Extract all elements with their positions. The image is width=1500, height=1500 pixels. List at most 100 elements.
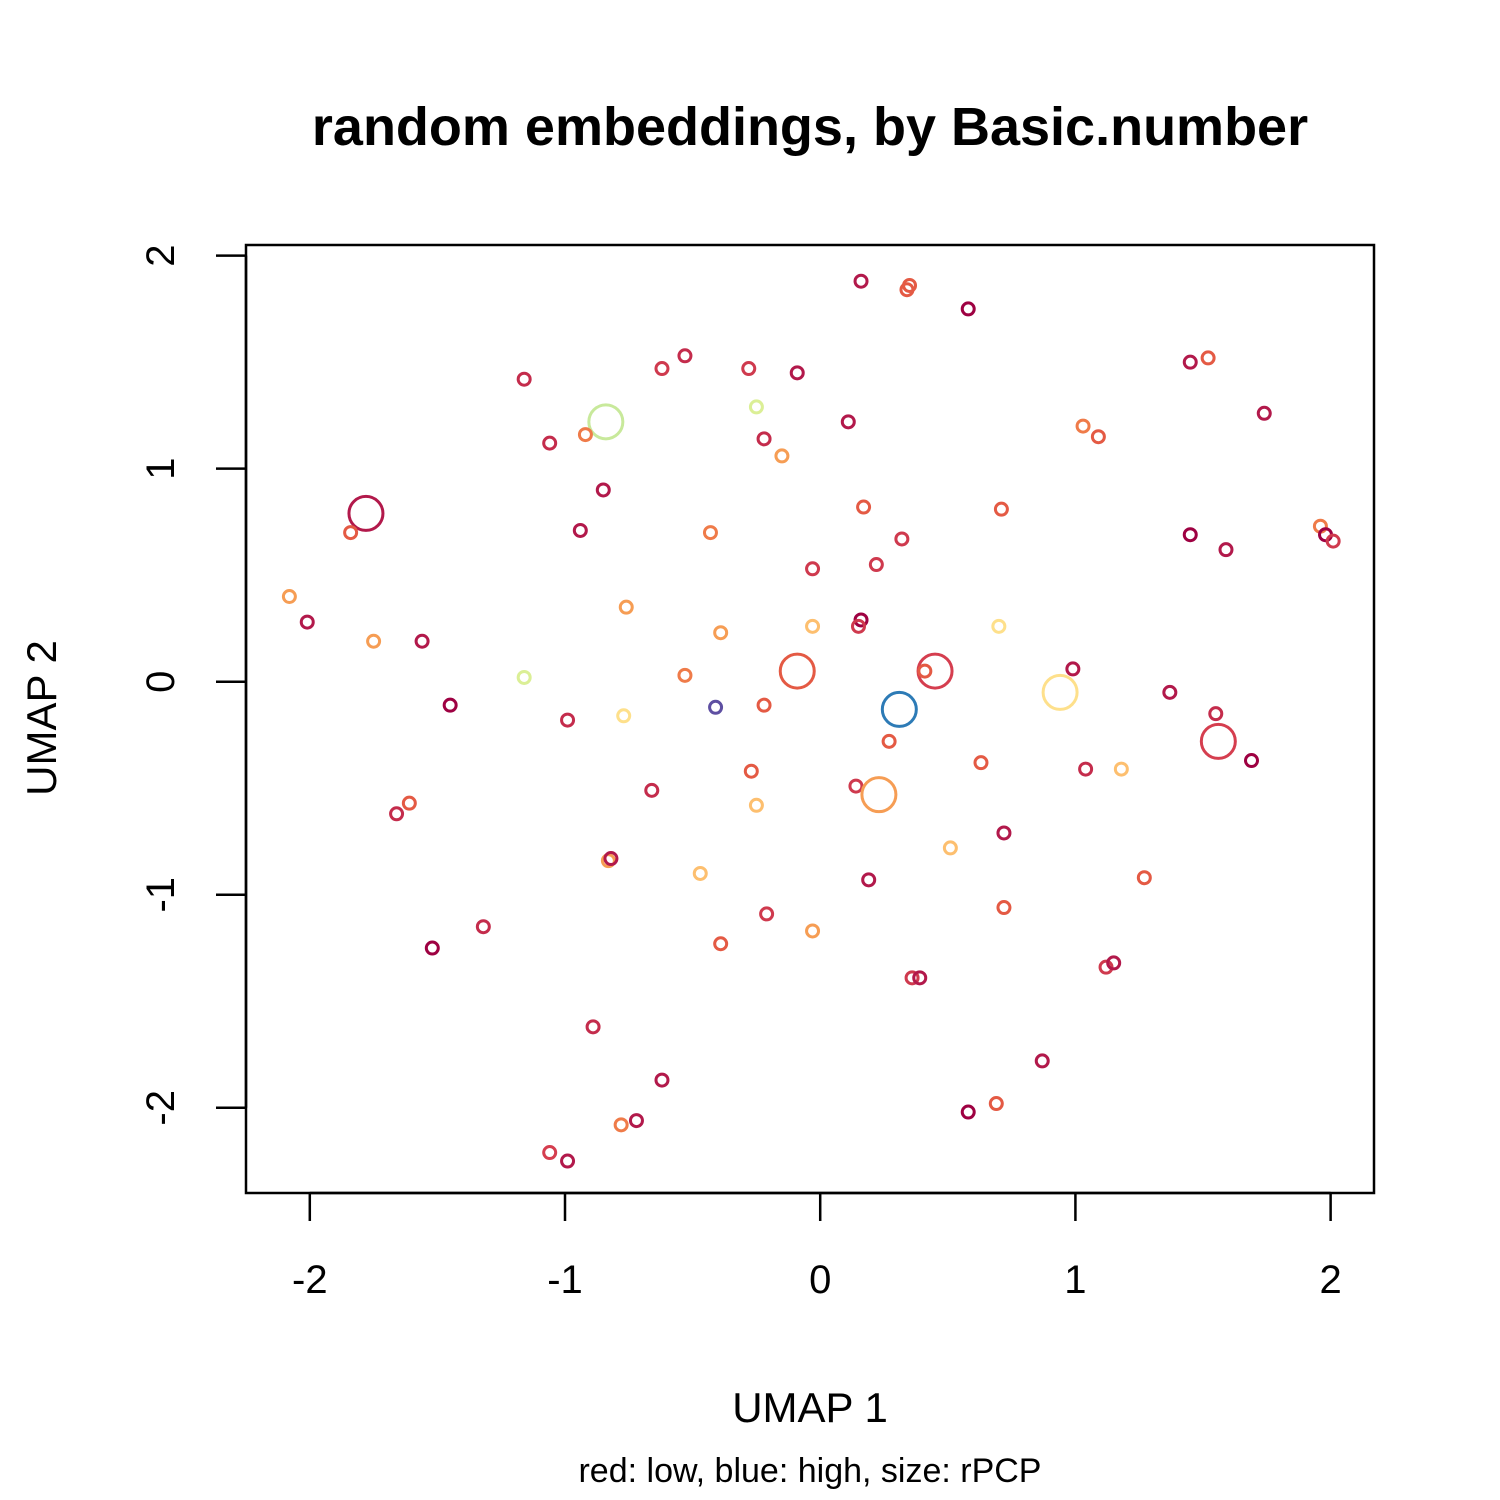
data-point [424, 940, 440, 956]
data-point [960, 301, 976, 317]
y-axis-label: UMAP 2 [18, 640, 65, 796]
data-point [577, 427, 593, 443]
data-point [868, 557, 884, 573]
data-point [613, 1117, 629, 1133]
data-point [1162, 684, 1178, 700]
data-point [1325, 533, 1341, 549]
data-point [850, 618, 866, 634]
data-point [778, 652, 816, 690]
data-point [654, 361, 670, 377]
data-point [1200, 350, 1216, 366]
chart-title: random embeddings, by Basic.number [312, 97, 1308, 157]
data-point [1075, 418, 1091, 434]
data-point [996, 825, 1012, 841]
data-point [996, 900, 1012, 916]
data-point [880, 690, 918, 728]
data-point [743, 763, 759, 779]
data-point [1090, 429, 1106, 445]
data-point [542, 435, 558, 451]
data-point [587, 403, 625, 441]
data-point [475, 919, 491, 935]
data-point [881, 733, 897, 749]
data-point [991, 618, 1007, 634]
x-tick-label: 1 [1064, 1258, 1086, 1302]
data-point [973, 755, 989, 771]
data-point [401, 795, 417, 811]
data-point [1256, 405, 1272, 421]
data-point [585, 1019, 601, 1035]
data-point [748, 399, 764, 415]
data-point [912, 970, 928, 986]
data-point [628, 1113, 644, 1129]
data-point [414, 633, 430, 649]
data-point [1034, 1053, 1050, 1069]
data-point [516, 669, 532, 685]
data-point [894, 531, 910, 547]
x-tick-label: 0 [809, 1258, 831, 1302]
data-point [708, 699, 724, 715]
x-axis-label: UMAP 1 [732, 1384, 888, 1431]
data-point [516, 371, 532, 387]
data-point [960, 1104, 976, 1120]
data-point [1208, 706, 1224, 722]
data-point [789, 365, 805, 381]
data-point [756, 431, 772, 447]
data-point [702, 525, 718, 541]
data-point [572, 522, 588, 538]
data-point [904, 970, 920, 986]
y-tick-label: 1 [139, 458, 183, 480]
x-axis: -2 -1 0 1 2 [292, 1191, 1342, 1302]
y-axis: -2 -1 0 1 2 [139, 245, 248, 1126]
data-point [366, 633, 382, 649]
data-point [654, 1072, 670, 1088]
chart-subtitle: red: low, blue: high, size: rPCP [578, 1452, 1041, 1490]
data-point [805, 923, 821, 939]
y-tick-label: 0 [139, 671, 183, 693]
data-point [1136, 870, 1152, 886]
data-point [1065, 661, 1081, 677]
data-point [848, 778, 864, 794]
x-tick-label: 2 [1319, 1258, 1341, 1302]
data-point [442, 697, 458, 713]
data-point [917, 663, 933, 679]
data-point [343, 525, 359, 541]
data-point [1078, 761, 1094, 777]
data-point [692, 865, 708, 881]
data-point [988, 1096, 1004, 1112]
data-point [805, 618, 821, 634]
data-point [677, 667, 693, 683]
data-point [299, 614, 315, 630]
data-point [542, 1145, 558, 1161]
data-point [942, 840, 958, 856]
y-tick-label: -1 [139, 877, 183, 913]
data-point [805, 561, 821, 577]
data-point [618, 599, 634, 615]
data-point [713, 936, 729, 952]
data-point [774, 448, 790, 464]
data-point [1106, 955, 1122, 971]
data-point [389, 806, 405, 822]
data-point [677, 348, 693, 364]
x-tick-label: -2 [292, 1258, 328, 1302]
data-point [899, 282, 915, 298]
data-point [1218, 542, 1234, 558]
x-tick-label: -1 [547, 1258, 583, 1302]
data-point [347, 494, 385, 532]
data-point [856, 499, 872, 515]
data-point [616, 708, 632, 724]
data-point [1244, 753, 1260, 769]
data-point [603, 851, 619, 867]
data-point [741, 361, 757, 377]
y-tick-label: -2 [139, 1090, 183, 1126]
data-point [1182, 354, 1198, 370]
data-point [1199, 722, 1237, 760]
data-point [853, 273, 869, 289]
data-point [644, 782, 660, 798]
plot-frame [244, 243, 1376, 1195]
y-tick-label: 2 [139, 245, 183, 267]
data-point [840, 414, 856, 430]
data-point [713, 625, 729, 641]
data-point [560, 712, 576, 728]
data-point [1041, 673, 1079, 711]
